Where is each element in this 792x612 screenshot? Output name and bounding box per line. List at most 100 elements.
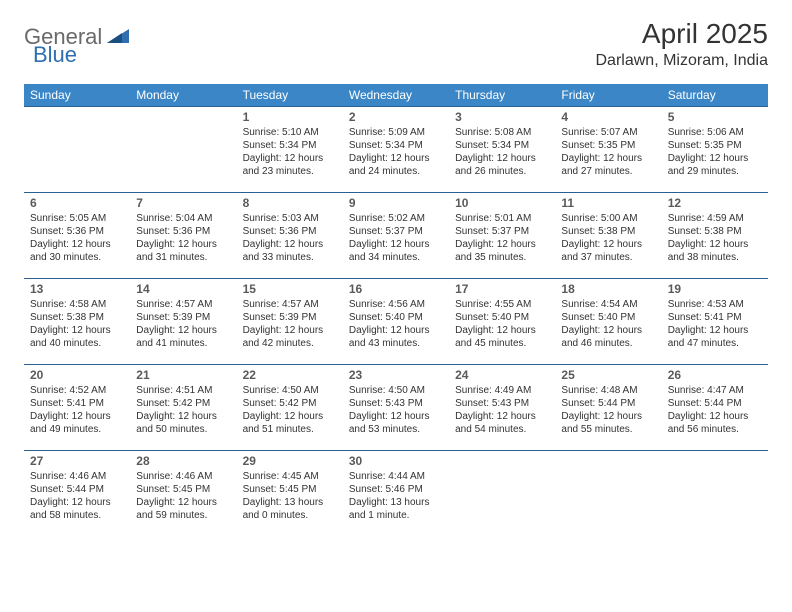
day-info: Sunrise: 4:54 AMSunset: 5:40 PMDaylight:… xyxy=(561,298,655,350)
calendar-cell: 7 Sunrise: 5:04 AMSunset: 5:36 PMDaylight… xyxy=(130,193,236,279)
day-number: 12 xyxy=(668,196,762,210)
calendar-cell: 10Sunrise: 5:01 AMSunset: 5:37 PMDayligh… xyxy=(449,193,555,279)
day-number: 9 xyxy=(349,196,443,210)
calendar-cell: 15Sunrise: 4:57 AMSunset: 5:39 PMDayligh… xyxy=(237,279,343,365)
day-info: Sunrise: 4:58 AMSunset: 5:38 PMDaylight:… xyxy=(30,298,124,350)
calendar-row: 20 Sunrise: 4:52 AMSunset: 5:41 PMDayligh… xyxy=(24,365,768,451)
day-number: 16 xyxy=(349,282,443,296)
day-number: 19 xyxy=(668,282,762,296)
day-header: Monday xyxy=(130,84,236,107)
day-header: Tuesday xyxy=(237,84,343,107)
day-number: 29 xyxy=(243,454,337,468)
calendar-cell: 26 Sunrise: 4:47 AMSunset: 5:44 PMDayligh… xyxy=(662,365,768,451)
calendar-cell xyxy=(555,451,661,537)
day-number: 14 xyxy=(136,282,230,296)
day-number: 22 xyxy=(243,368,337,382)
calendar-cell: 28 Sunrise: 4:46 AMSunset: 5:45 PMDayligh… xyxy=(130,451,236,537)
day-info: Sunrise: 4:47 AMSunset: 5:44 PMDaylight:… xyxy=(668,384,762,436)
day-info: Sunrise: 4:44 AMSunset: 5:46 PMDaylight:… xyxy=(349,470,443,522)
title-block: April 2025 Darlawn, Mizoram, India xyxy=(596,18,769,70)
day-number: 28 xyxy=(136,454,230,468)
day-number: 7 xyxy=(136,196,230,210)
day-number: 27 xyxy=(30,454,124,468)
day-number: 11 xyxy=(561,196,655,210)
day-number: 5 xyxy=(668,110,762,124)
day-info: Sunrise: 4:46 AMSunset: 5:45 PMDaylight:… xyxy=(136,470,230,522)
day-info: Sunrise: 4:50 AMSunset: 5:42 PMDaylight:… xyxy=(243,384,337,436)
day-number: 3 xyxy=(455,110,549,124)
header: General Blue April 2025 Darlawn, Mizoram… xyxy=(24,18,768,70)
day-number: 24 xyxy=(455,368,549,382)
calendar-cell: 24 Sunrise: 4:49 AMSunset: 5:43 PMDayligh… xyxy=(449,365,555,451)
calendar-cell: 11 Sunrise: 5:00 AMSunset: 5:38 PMDayligh… xyxy=(555,193,661,279)
day-info: Sunrise: 4:51 AMSunset: 5:42 PMDaylight:… xyxy=(136,384,230,436)
logo-text-blue: Blue xyxy=(33,42,77,68)
calendar-cell xyxy=(662,451,768,537)
day-info: Sunrise: 5:08 AMSunset: 5:34 PMDaylight:… xyxy=(455,126,549,178)
day-info: Sunrise: 5:09 AMSunset: 5:34 PMDaylight:… xyxy=(349,126,443,178)
calendar-cell: 20 Sunrise: 4:52 AMSunset: 5:41 PMDayligh… xyxy=(24,365,130,451)
calendar-cell: 19 Sunrise: 4:53 AMSunset: 5:41 PMDayligh… xyxy=(662,279,768,365)
day-info: Sunrise: 4:45 AMSunset: 5:45 PMDaylight:… xyxy=(243,470,337,522)
calendar-cell: 22 Sunrise: 4:50 AMSunset: 5:42 PMDayligh… xyxy=(237,365,343,451)
calendar-cell: 27 Sunrise: 4:46 AMSunset: 5:44 PMDayligh… xyxy=(24,451,130,537)
calendar-cell: 17 Sunrise: 4:55 AMSunset: 5:40 PMDayligh… xyxy=(449,279,555,365)
day-info: Sunrise: 4:46 AMSunset: 5:44 PMDaylight:… xyxy=(30,470,124,522)
day-number: 13 xyxy=(30,282,124,296)
calendar-cell: 4 Sunrise: 5:07 AMSunset: 5:35 PMDaylight… xyxy=(555,107,661,193)
day-info: Sunrise: 4:48 AMSunset: 5:44 PMDaylight:… xyxy=(561,384,655,436)
day-info: Sunrise: 5:02 AMSunset: 5:37 PMDaylight:… xyxy=(349,212,443,264)
calendar-cell: 30 Sunrise: 4:44 AMSunset: 5:46 PMDayligh… xyxy=(343,451,449,537)
day-info: Sunrise: 5:04 AMSunset: 5:36 PMDaylight:… xyxy=(136,212,230,264)
page-title: April 2025 xyxy=(596,18,769,50)
day-info: Sunrise: 5:06 AMSunset: 5:35 PMDaylight:… xyxy=(668,126,762,178)
day-number: 15 xyxy=(243,282,337,296)
day-info: Sunrise: 4:55 AMSunset: 5:40 PMDaylight:… xyxy=(455,298,549,350)
calendar-cell xyxy=(130,107,236,193)
day-info: Sunrise: 4:53 AMSunset: 5:41 PMDaylight:… xyxy=(668,298,762,350)
day-number: 6 xyxy=(30,196,124,210)
day-number: 20 xyxy=(30,368,124,382)
day-info: Sunrise: 5:01 AMSunset: 5:37 PMDaylight:… xyxy=(455,212,549,264)
day-number: 25 xyxy=(561,368,655,382)
calendar-cell: 6 Sunrise: 5:05 AMSunset: 5:36 PMDaylight… xyxy=(24,193,130,279)
day-number: 2 xyxy=(349,110,443,124)
calendar-cell: 14Sunrise: 4:57 AMSunset: 5:39 PMDayligh… xyxy=(130,279,236,365)
calendar-cell: 5 Sunrise: 5:06 AMSunset: 5:35 PMDaylight… xyxy=(662,107,768,193)
day-info: Sunrise: 4:50 AMSunset: 5:43 PMDaylight:… xyxy=(349,384,443,436)
calendar-cell: 16 Sunrise: 4:56 AMSunset: 5:40 PMDayligh… xyxy=(343,279,449,365)
day-info: Sunrise: 4:52 AMSunset: 5:41 PMDaylight:… xyxy=(30,384,124,436)
day-header: Saturday xyxy=(662,84,768,107)
day-number: 18 xyxy=(561,282,655,296)
day-header: Friday xyxy=(555,84,661,107)
day-number: 17 xyxy=(455,282,549,296)
day-number: 21 xyxy=(136,368,230,382)
day-header-row: Sunday Monday Tuesday Wednesday Thursday… xyxy=(24,84,768,107)
day-info: Sunrise: 5:00 AMSunset: 5:38 PMDaylight:… xyxy=(561,212,655,264)
calendar-row: 27 Sunrise: 4:46 AMSunset: 5:44 PMDayligh… xyxy=(24,451,768,537)
calendar-body: 1Sunrise: 5:10 AMSunset: 5:34 PMDaylight… xyxy=(24,107,768,537)
calendar-cell xyxy=(449,451,555,537)
calendar-cell: 23 Sunrise: 4:50 AMSunset: 5:43 PMDayligh… xyxy=(343,365,449,451)
calendar-cell: 29 Sunrise: 4:45 AMSunset: 5:45 PMDayligh… xyxy=(237,451,343,537)
calendar-table: Sunday Monday Tuesday Wednesday Thursday… xyxy=(24,84,768,537)
calendar-cell: 8Sunrise: 5:03 AMSunset: 5:36 PMDaylight… xyxy=(237,193,343,279)
calendar-cell: 12 Sunrise: 4:59 AMSunset: 5:38 PMDayligh… xyxy=(662,193,768,279)
day-info: Sunrise: 4:56 AMSunset: 5:40 PMDaylight:… xyxy=(349,298,443,350)
day-info: Sunrise: 5:03 AMSunset: 5:36 PMDaylight:… xyxy=(243,212,337,264)
day-header: Wednesday xyxy=(343,84,449,107)
calendar-cell: 3 Sunrise: 5:08 AMSunset: 5:34 PMDaylight… xyxy=(449,107,555,193)
day-number: 23 xyxy=(349,368,443,382)
calendar-cell: 13 Sunrise: 4:58 AMSunset: 5:38 PMDayligh… xyxy=(24,279,130,365)
calendar-cell xyxy=(24,107,130,193)
logo-triangle-icon xyxy=(107,27,129,48)
location-text: Darlawn, Mizoram, India xyxy=(596,52,769,70)
calendar-cell: 18 Sunrise: 4:54 AMSunset: 5:40 PMDayligh… xyxy=(555,279,661,365)
day-number: 30 xyxy=(349,454,443,468)
day-number: 4 xyxy=(561,110,655,124)
day-info: Sunrise: 5:05 AMSunset: 5:36 PMDaylight:… xyxy=(30,212,124,264)
day-info: Sunrise: 4:49 AMSunset: 5:43 PMDaylight:… xyxy=(455,384,549,436)
day-number: 26 xyxy=(668,368,762,382)
day-info: Sunrise: 4:59 AMSunset: 5:38 PMDaylight:… xyxy=(668,212,762,264)
day-info: Sunrise: 5:07 AMSunset: 5:35 PMDaylight:… xyxy=(561,126,655,178)
